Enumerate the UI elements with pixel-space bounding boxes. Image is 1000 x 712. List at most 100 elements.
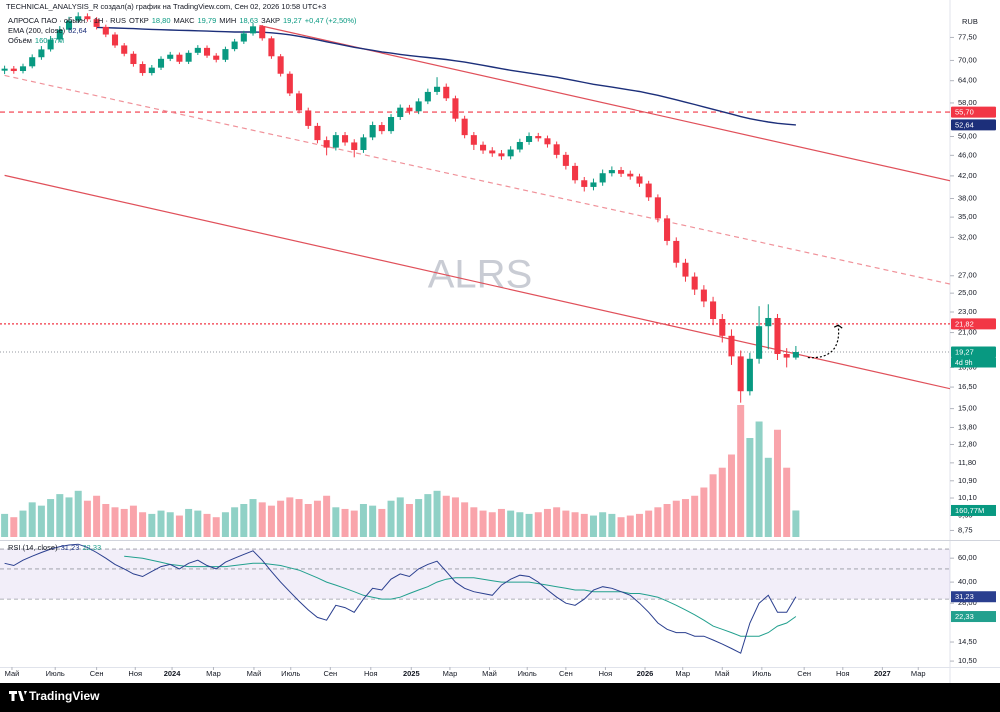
- candle-body: [470, 135, 477, 145]
- legend-item: 52,64: [68, 26, 87, 35]
- volume-bar: [405, 504, 413, 537]
- y-tick-label: 32,00: [958, 232, 977, 241]
- legend-item: Объём: [8, 36, 32, 45]
- volume-bar: [387, 500, 395, 537]
- candle-body: [65, 20, 73, 30]
- x-tick-label: 2026: [637, 669, 654, 678]
- rsi-value-label: 31,23: [955, 592, 974, 601]
- candle-body: [489, 150, 496, 154]
- volume-bar: [221, 512, 229, 537]
- candle-body: [700, 289, 707, 302]
- level-label: 55,70: [955, 108, 974, 117]
- candle-body: [562, 154, 569, 166]
- volume-bar: [516, 512, 524, 537]
- volume-bar: [83, 500, 91, 537]
- y-tick-label: 27,00: [958, 271, 977, 280]
- legend-item: 22,33: [82, 543, 101, 552]
- y-tick-label: 13,80: [958, 422, 977, 431]
- candle-body: [323, 140, 330, 148]
- volume-bar: [396, 497, 404, 537]
- candle-body: [434, 86, 441, 92]
- volume-bar: [783, 467, 791, 537]
- candle-body: [130, 53, 137, 65]
- candle-body: [590, 182, 597, 187]
- volume-bar: [240, 504, 248, 537]
- volume-bar: [755, 421, 763, 537]
- candle-body: [645, 183, 652, 198]
- volume-bar: [718, 467, 726, 537]
- candle-body: [93, 19, 100, 27]
- y-tick-label: 8,75: [958, 525, 973, 534]
- candle-body: [47, 39, 54, 50]
- candle-body: [176, 54, 183, 62]
- volume-bar: [534, 512, 542, 537]
- ema-label: 52,64: [955, 120, 974, 129]
- countdown-box: [951, 357, 996, 368]
- legend-item: АЛРОСА ПАО · обыкн. · 1Н · RUS: [8, 16, 126, 25]
- candle-body: [388, 117, 395, 132]
- y-tick-label: 10,10: [958, 493, 977, 502]
- x-tick-label: Ноя: [364, 669, 378, 678]
- candle-body: [222, 49, 229, 60]
- volume-bar: [764, 457, 772, 537]
- x-tick-label: Ноя: [599, 669, 613, 678]
- candle-body: [268, 38, 275, 57]
- candle-body: [75, 16, 82, 21]
- x-tick-label: Май: [247, 669, 262, 678]
- candle-body: [452, 98, 459, 119]
- candle-body: [406, 107, 413, 112]
- volume-bar: [47, 499, 55, 537]
- volume-bar: [608, 513, 616, 537]
- candle-body: [535, 136, 542, 139]
- volume-bar: [369, 505, 377, 537]
- candle-body: [756, 326, 763, 359]
- header: TECHNICAL_ANALYSIS_R создал(а) график на…: [6, 2, 326, 11]
- volume-bar: [378, 508, 386, 537]
- candle-body: [553, 144, 560, 155]
- rsi-band: [0, 549, 950, 600]
- rsi-ma-label-box: [951, 611, 996, 623]
- volume-bar: [488, 512, 496, 537]
- rsi-line: [4, 543, 797, 654]
- level-label: 21,82: [955, 319, 974, 328]
- volume-bar: [681, 499, 689, 537]
- rsi-pane: [0, 543, 950, 654]
- volume-bar: [56, 494, 64, 537]
- candle-body: [148, 67, 155, 74]
- candle-body: [194, 47, 201, 53]
- volume-bar: [267, 505, 275, 537]
- last-price-label: 19,27: [955, 347, 974, 356]
- volume-bar: [166, 512, 174, 537]
- candle-body: [332, 135, 339, 148]
- level-label-box: [951, 106, 996, 118]
- candle-body: [498, 153, 505, 157]
- volume-bar: [461, 502, 469, 537]
- y-tick-label: 16,50: [958, 382, 977, 391]
- y-tick-label: 23,00: [958, 307, 977, 316]
- candle-body: [516, 141, 523, 150]
- candle-body: [84, 16, 91, 20]
- candle-body: [342, 135, 349, 143]
- candle-body: [139, 64, 146, 74]
- candle-body: [277, 56, 284, 74]
- volume-bar: [709, 474, 717, 537]
- volume-bar: [258, 502, 266, 537]
- volume-bar: [359, 504, 367, 537]
- x-tick-label: Июль: [518, 669, 537, 678]
- ema-label-box: [951, 119, 996, 131]
- candle-body: [461, 118, 468, 136]
- legend: EMA (200, close) 52,64: [8, 26, 87, 35]
- volume-bar: [451, 497, 459, 537]
- legend-item: МАКС: [174, 16, 196, 25]
- volume-bar: [727, 454, 735, 537]
- candle-body: [203, 47, 211, 56]
- candle-body: [56, 29, 63, 40]
- candle-body: [295, 93, 303, 111]
- volume-bar: [442, 495, 450, 537]
- rsi-ma-label: 22,33: [955, 612, 974, 621]
- forecast-arrow: [807, 325, 840, 359]
- candle-body: [774, 317, 781, 355]
- volume-bar: [203, 513, 211, 537]
